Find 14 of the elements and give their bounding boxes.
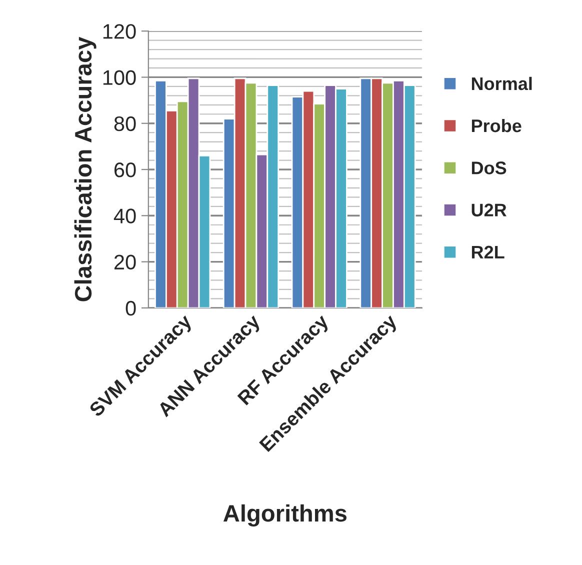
y-tick-label: 120 bbox=[103, 24, 136, 39]
legend-label: Normal bbox=[472, 76, 532, 90]
legend-label: U2R bbox=[472, 204, 507, 216]
x-axis-title: Algorithms bbox=[223, 504, 347, 526]
legend-label: DoS bbox=[472, 162, 506, 174]
legend-label: Probe bbox=[472, 118, 522, 132]
y-tick-label: 100 bbox=[103, 70, 136, 85]
y-axis-title: Classification Accuracy bbox=[74, 36, 96, 302]
y-tick-label: 20 bbox=[114, 254, 136, 270]
y-tick-label: 40 bbox=[114, 208, 136, 224]
y-tick-label: 80 bbox=[114, 116, 136, 132]
y-tick-label: 0 bbox=[126, 300, 136, 316]
y-tick-label: 60 bbox=[114, 162, 136, 178]
legend-label: R2L bbox=[472, 246, 504, 258]
